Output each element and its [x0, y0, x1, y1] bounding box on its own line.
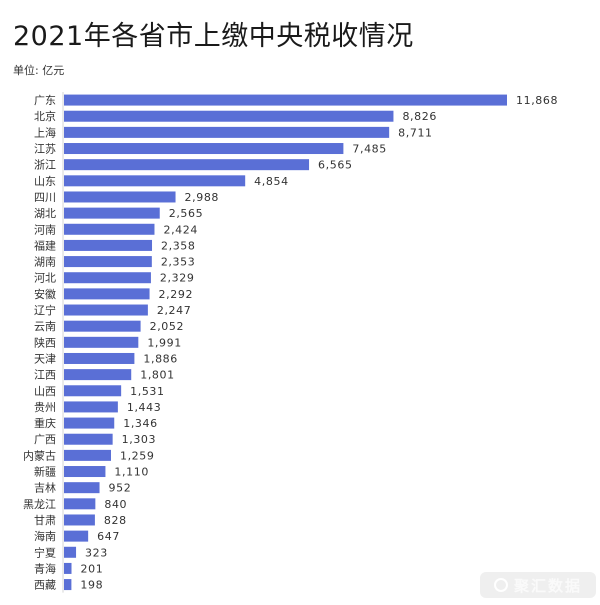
category-label: 广西	[34, 433, 56, 446]
category-label: 湖南	[34, 256, 56, 269]
category-label: 广东	[34, 94, 56, 107]
bar	[64, 433, 113, 445]
bar	[64, 272, 151, 284]
category-label: 山东	[34, 175, 56, 188]
value-label: 2,424	[163, 223, 198, 236]
value-label: 1,303	[122, 433, 156, 446]
value-label: 647	[97, 530, 120, 543]
category-label: 青海	[34, 561, 56, 575]
bar	[64, 466, 106, 478]
category-label: 浙江	[34, 159, 56, 172]
value-label: 201	[81, 562, 104, 575]
value-label: 2,247	[157, 304, 192, 317]
chart-title: 2021年各省市上缴中央税收情况	[13, 21, 414, 52]
category-label: 安徽	[34, 287, 56, 301]
category-label: 辽宁	[34, 303, 56, 317]
value-label: 1,346	[123, 417, 157, 430]
category-label: 福建	[34, 238, 56, 252]
value-label: 1,259	[120, 449, 155, 462]
value-label: 11,868	[516, 94, 558, 107]
bar	[64, 110, 394, 122]
bar	[64, 320, 141, 332]
bar	[64, 223, 155, 235]
bar	[64, 385, 122, 397]
value-label: 323	[85, 546, 108, 559]
value-label: 2,565	[169, 207, 204, 220]
value-label: 2,358	[161, 239, 196, 252]
bar	[64, 514, 95, 526]
category-label: 黑龙江	[23, 498, 56, 511]
category-label: 江西	[34, 369, 56, 382]
category-label: 江苏	[34, 143, 56, 156]
bar	[64, 159, 310, 171]
value-label: 952	[109, 482, 132, 495]
bar	[64, 449, 111, 461]
category-label: 湖北	[34, 207, 56, 220]
category-label: 河北	[34, 272, 56, 285]
bar	[64, 579, 72, 591]
bar	[64, 562, 72, 574]
value-label: 8,711	[398, 126, 433, 139]
category-label: 重庆	[34, 416, 56, 430]
bar	[64, 256, 152, 268]
category-label: 新疆	[34, 465, 56, 479]
bar	[64, 352, 135, 364]
bar	[64, 175, 246, 187]
logo-icon	[493, 578, 508, 592]
category-label: 海南	[34, 529, 56, 543]
category-label: 天津	[34, 352, 56, 365]
category-label: 吉林	[34, 481, 56, 495]
category-label: 西藏	[34, 579, 56, 592]
category-label: 云南	[34, 320, 56, 333]
value-label: 1,531	[130, 385, 165, 398]
bar	[64, 336, 139, 348]
bar	[64, 191, 176, 203]
value-label: 2,292	[159, 288, 194, 301]
unit-label: 单位: 亿元	[13, 64, 65, 77]
value-label: 1,443	[127, 401, 162, 414]
value-label: 8,826	[402, 110, 437, 123]
value-label: 1,110	[114, 466, 148, 479]
category-label: 上海	[34, 125, 56, 139]
category-label: 四川	[34, 191, 56, 204]
bar	[64, 143, 344, 155]
category-label: 甘肃	[34, 514, 56, 527]
value-label: 2,052	[150, 320, 185, 333]
bar	[64, 530, 89, 542]
bar	[64, 482, 100, 494]
value-label: 2,988	[185, 191, 220, 204]
bar	[64, 126, 390, 138]
bar	[64, 239, 153, 251]
category-label: 北京	[34, 109, 56, 123]
watermark-text: 聚汇数据	[513, 576, 582, 595]
bar	[64, 94, 507, 106]
value-label: 1,991	[147, 336, 182, 349]
bar	[64, 498, 96, 510]
bar	[64, 369, 132, 381]
category-label: 宁夏	[34, 545, 56, 559]
bar	[64, 304, 148, 316]
category-label: 贵州	[34, 401, 56, 414]
category-label: 山西	[34, 385, 56, 398]
bar	[64, 401, 118, 413]
value-label: 2,353	[161, 256, 196, 269]
value-label: 1,886	[143, 352, 178, 365]
value-label: 6,565	[318, 159, 353, 172]
bar	[64, 417, 115, 429]
watermark: 聚汇数据	[480, 572, 596, 598]
value-label: 828	[104, 514, 127, 527]
bar	[64, 546, 77, 558]
value-label: 7,485	[352, 143, 387, 156]
value-label: 4,854	[254, 175, 289, 188]
value-label: 1,801	[140, 369, 175, 382]
value-label: 2,329	[160, 272, 195, 285]
value-label: 198	[80, 579, 103, 592]
category-label: 内蒙古	[23, 448, 56, 462]
bar	[64, 207, 160, 219]
category-label: 河南	[34, 223, 56, 236]
value-label: 840	[104, 498, 127, 511]
category-label: 陕西	[34, 335, 56, 349]
bar	[64, 288, 150, 300]
